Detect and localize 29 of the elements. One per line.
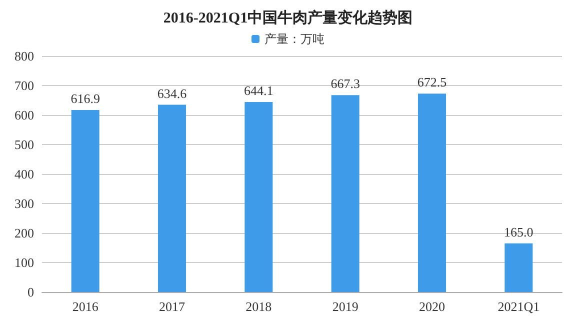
bar bbox=[331, 95, 360, 292]
y-tick-label: 400 bbox=[14, 166, 34, 182]
y-tick-label: 200 bbox=[14, 226, 34, 240]
x-tick-label: 2018 bbox=[246, 299, 272, 314]
y-tick-label: 300 bbox=[14, 196, 34, 211]
y-tick-label: 0 bbox=[28, 284, 34, 300]
y-tick-label: 500 bbox=[14, 137, 34, 152]
text: 634.6 bbox=[157, 86, 187, 101]
y-tick-label: 800 bbox=[14, 48, 34, 64]
bar bbox=[158, 104, 186, 292]
bar bbox=[71, 110, 100, 292]
chart-title: 2016-2021Q1中国牛肉产量变化趋势图 bbox=[163, 8, 413, 26]
text: 616.9 bbox=[70, 91, 100, 106]
legend-label: 产量：万吨 bbox=[264, 32, 324, 46]
y-tick-label: 100 bbox=[14, 255, 34, 270]
bar bbox=[504, 243, 533, 292]
text: 644.1 bbox=[244, 82, 274, 98]
y-tick-label: 600 bbox=[14, 108, 34, 122]
x-tick-label: 2021Q1 bbox=[498, 299, 540, 314]
text: 165.0 bbox=[504, 224, 534, 240]
bar bbox=[418, 94, 446, 292]
text: 672.5 bbox=[417, 74, 447, 90]
y-tick-label: 700 bbox=[14, 78, 34, 93]
text: 667.3 bbox=[330, 76, 360, 92]
x-tick-label: 2016 bbox=[72, 299, 99, 314]
bar bbox=[244, 102, 273, 292]
x-tick-label: 2020 bbox=[419, 299, 445, 314]
x-tick-label: 2019 bbox=[332, 299, 358, 314]
x-tick-label: 2017 bbox=[159, 299, 186, 314]
